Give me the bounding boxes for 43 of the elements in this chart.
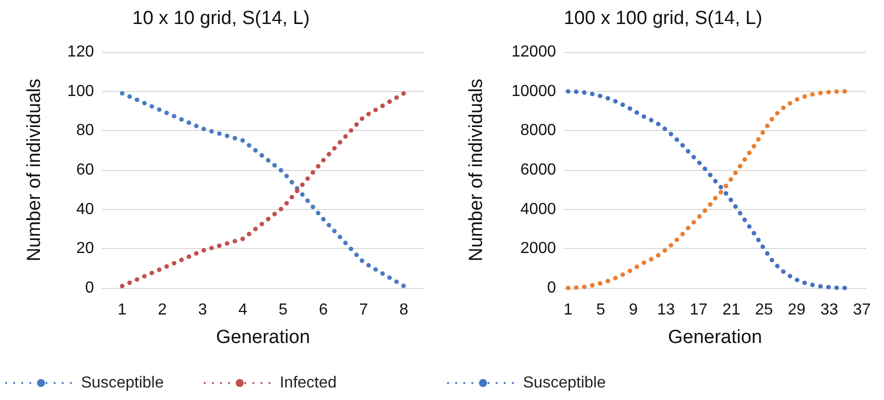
y-tick-label: 4000 <box>520 200 556 218</box>
y-tick-label: 0 <box>85 280 94 296</box>
y-tick-label: 12000 <box>512 44 556 60</box>
x-tick-label: 9 <box>628 302 638 318</box>
y-tick-label: 0 <box>547 280 556 296</box>
x-tick-label: 2 <box>158 302 167 318</box>
x-tick-label: 4 <box>238 302 248 318</box>
x-tick-label: 17 <box>690 302 708 318</box>
line-series <box>566 89 848 290</box>
chart-title: 10 x 10 grid, S(14, L) <box>132 8 310 29</box>
x-tick-label: 5 <box>278 302 288 318</box>
y-tick-label: 40 <box>76 200 94 218</box>
chart-title: 100 x 100 grid, S(14, L) <box>564 8 762 29</box>
x-tick-label: 25 <box>755 302 773 318</box>
legend-label: Susceptible <box>523 374 606 392</box>
x-tick-label: 6 <box>318 302 328 318</box>
x-tick-label: 13 <box>657 302 676 318</box>
y-axis-title: Number of individuals <box>466 78 487 262</box>
x-tick-label: 33 <box>820 302 838 318</box>
x-axis-title: Generation <box>216 327 310 348</box>
y-tick-label: 10000 <box>512 82 556 100</box>
y-axis-title: Number of individuals <box>24 78 45 262</box>
y-tick-label: 60 <box>76 162 94 178</box>
x-tick-label: 5 <box>596 302 606 318</box>
x-tick-label: 37 <box>853 302 871 318</box>
x-tick-label: 21 <box>722 302 740 318</box>
x-axis-title: Generation <box>668 327 762 348</box>
y-tick-label: 120 <box>67 44 94 60</box>
x-tick-label: 29 <box>788 302 806 318</box>
y-tick-label: 20 <box>76 240 94 258</box>
x-tick-label: 1 <box>564 302 573 318</box>
x-tick-label: 7 <box>359 302 368 318</box>
y-tick-label: 6000 <box>520 162 556 178</box>
legend-label: Infected <box>280 374 337 392</box>
x-tick-label: 3 <box>198 302 208 318</box>
y-tick-label: 100 <box>67 82 94 100</box>
x-tick-label: 8 <box>399 302 408 318</box>
y-tick-label: 2000 <box>520 240 556 258</box>
x-tick-label: 1 <box>118 302 127 318</box>
y-tick-label: 80 <box>76 122 94 140</box>
legend-label: Susceptible <box>81 374 164 392</box>
line-series <box>120 91 406 288</box>
y-tick-label: 8000 <box>520 122 556 140</box>
